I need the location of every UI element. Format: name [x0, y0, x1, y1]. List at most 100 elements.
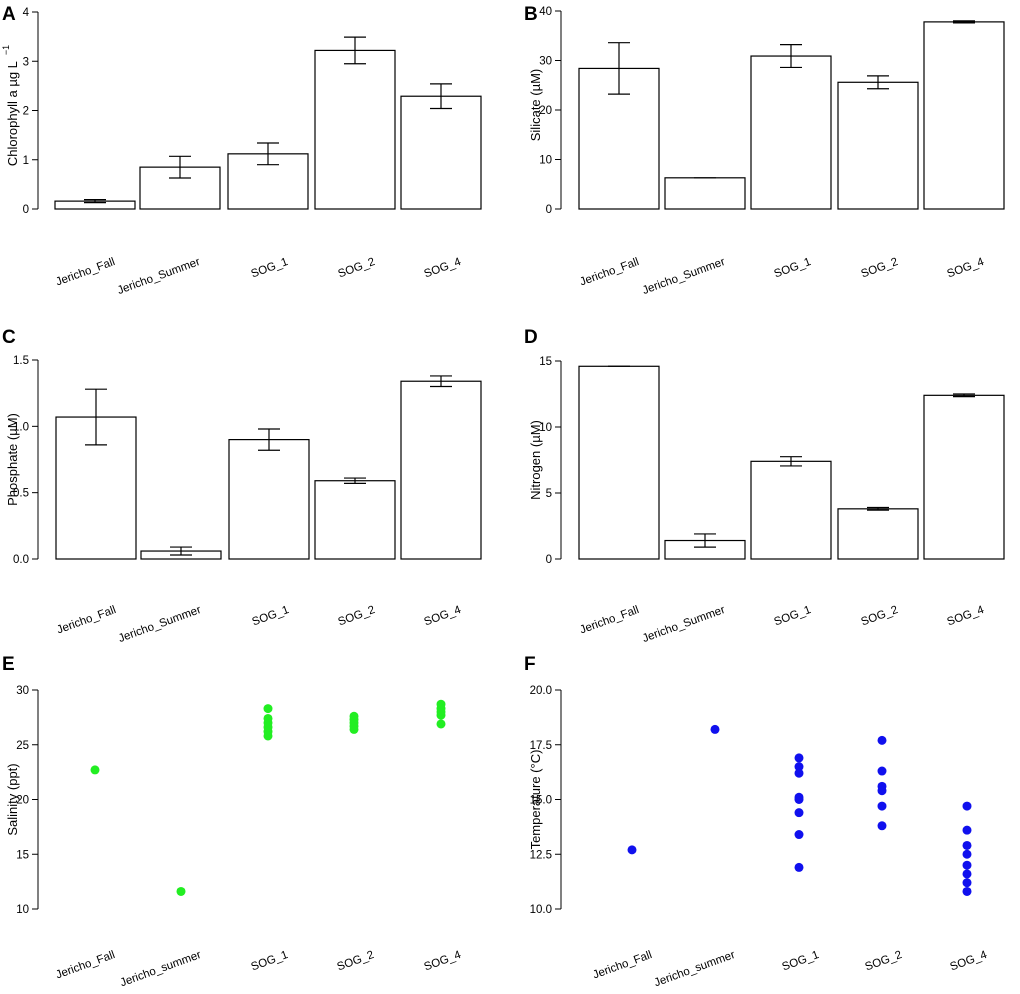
bar [314, 480, 396, 560]
y-tick-label: 0.0 [13, 554, 29, 566]
category-label: SOG_2 [337, 256, 377, 280]
bar [923, 394, 1005, 560]
category-label: SOG_4 [946, 256, 987, 281]
data-point [794, 762, 804, 772]
y-tick-label: 5 [546, 488, 552, 500]
category-label: SOG_1 [250, 949, 290, 973]
bar [400, 95, 482, 210]
y-tick-label: 1.5 [13, 355, 29, 367]
data-point [794, 753, 804, 763]
data-point [962, 869, 972, 879]
y-tick-label: 15 [16, 849, 29, 861]
y-tick-label: 3 [23, 56, 29, 68]
category-label: SOG_2 [337, 604, 377, 628]
category-label: SOG_2 [336, 949, 376, 973]
data-point [962, 878, 972, 888]
category-label: SOG_2 [860, 604, 900, 628]
category-label: Jericho_Fall [55, 604, 117, 636]
y-axis-title: Salinity (ppt) [5, 763, 20, 835]
category-label: Jericho_Summer [641, 256, 727, 297]
y-axis-title-superscript: −1 [1, 45, 11, 55]
bar [837, 81, 919, 210]
data-point [877, 781, 887, 791]
y-tick-label: 4 [23, 7, 30, 19]
category-label: SOG_4 [423, 949, 464, 974]
y-tick-label: 2 [23, 106, 29, 118]
y-tick-label: 20 [16, 795, 29, 807]
data-point [877, 821, 887, 831]
data-point [877, 735, 887, 745]
y-axis-title: Temperature (°C) [528, 750, 543, 850]
panel-letter: F [524, 654, 536, 675]
data-point [877, 766, 887, 776]
bar [314, 49, 396, 210]
y-tick-label: 15 [539, 356, 552, 368]
panel-c: C 0.0 0.5 1.0 1.5 Phosphate (µM) Jericho_Fall J… [2, 327, 482, 645]
data-point [877, 801, 887, 811]
bar [400, 380, 482, 560]
y-tick-label: 30 [16, 685, 29, 697]
y-axis-title: Nitrogen (µM) [528, 420, 543, 500]
category-label: SOG_1 [781, 949, 821, 973]
panel-e: E 10 15 20 25 30 Salinity (ppt) Jericho_Fall Jer… [2, 654, 463, 989]
y-axis-title: Chlorophyll a µg L−1 [1, 45, 20, 166]
category-label: SOG_4 [423, 256, 464, 281]
panel-letter: E [2, 654, 15, 675]
data-point [710, 724, 720, 734]
y-axis-title: Phosphate (µM) [5, 413, 20, 506]
category-label: SOG_4 [949, 949, 990, 974]
category-label: Jericho_Fall [54, 949, 116, 981]
category-label: Jericho_Summer [117, 604, 203, 645]
y-tick-label: 0.5 [13, 488, 29, 500]
category-label: Jericho_Fall [54, 256, 116, 288]
bar [578, 365, 660, 560]
data-point [794, 792, 804, 802]
y-tick-label: 17.5 [530, 740, 552, 752]
category-label: SOG_1 [773, 604, 813, 628]
y-tick-label: 25 [16, 740, 29, 752]
category-label: Jericho_Summer [116, 256, 202, 297]
y-tick-label: 0 [546, 204, 552, 216]
data-point [627, 845, 637, 855]
panel-a: A 0 1 2 3 4 Chlorophyll a µg L−1 Jericho_Fall Je… [1, 4, 482, 297]
bar [837, 508, 919, 560]
data-point [263, 704, 273, 714]
category-label: Jericho_summer [653, 949, 737, 989]
data-point [794, 862, 804, 872]
category-label: Jericho_Summer [641, 604, 727, 645]
bar [750, 460, 832, 560]
panel-d: D 0 5 10 15 Nitrogen (µM) Jericho_Fall Jericho_… [524, 327, 1005, 645]
data-point [962, 801, 972, 811]
data-point [794, 808, 804, 818]
category-label: SOG_4 [946, 604, 987, 629]
category-label: Jericho_Fall [578, 604, 640, 636]
data-point [962, 840, 972, 850]
category-label: SOG_1 [251, 604, 291, 628]
bar [750, 55, 832, 210]
category-label: SOG_1 [773, 256, 813, 280]
data-point [436, 719, 446, 729]
y-axis-title: Silicate (µM) [528, 69, 543, 142]
data-point [90, 765, 100, 775]
y-tick-label: 30 [539, 56, 552, 68]
data-point [263, 713, 273, 723]
data-point [962, 849, 972, 859]
panel-letter: B [524, 4, 538, 25]
data-point [349, 711, 359, 721]
data-point [176, 886, 186, 896]
data-point [436, 699, 446, 709]
y-tick-label: 1.0 [13, 421, 29, 433]
y-tick-label: 10 [539, 422, 552, 434]
y-tick-label: 0 [23, 204, 29, 216]
y-tick-label: 20 [539, 105, 552, 117]
panel-letter: A [2, 4, 16, 25]
y-tick-label: 15.0 [530, 795, 552, 807]
bar [664, 177, 746, 210]
category-label: Jericho_summer [119, 949, 203, 989]
data-point [962, 860, 972, 870]
panel-b: B 0 10 20 30 40 Silicate (µM) Jericho_Fall Jeric… [524, 4, 1005, 297]
panel-letter: D [524, 327, 538, 348]
category-label: SOG_2 [860, 256, 900, 280]
y-tick-label: 10 [16, 904, 29, 916]
